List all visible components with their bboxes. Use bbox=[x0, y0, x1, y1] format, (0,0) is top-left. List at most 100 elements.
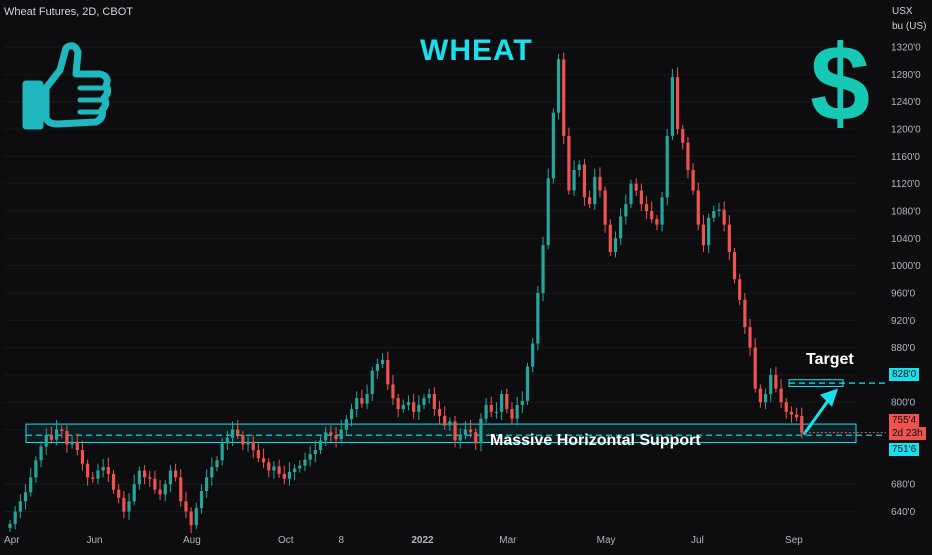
candle-body bbox=[158, 489, 162, 495]
candle-body bbox=[582, 164, 587, 198]
candle-body bbox=[644, 204, 649, 211]
y-tick-label: 960'0 bbox=[891, 288, 916, 299]
candle-body bbox=[670, 77, 674, 136]
candle-body bbox=[60, 429, 64, 431]
candle-body bbox=[18, 501, 22, 512]
candle-body bbox=[696, 190, 700, 225]
candle-body bbox=[230, 429, 235, 438]
candle-body bbox=[541, 245, 545, 293]
candle-body bbox=[629, 183, 633, 205]
thumbs-up-icon bbox=[22, 40, 112, 132]
candle-body bbox=[163, 484, 167, 495]
support-label: Massive Horizontal Support bbox=[490, 432, 701, 449]
candle-body bbox=[510, 409, 514, 419]
x-tick-label: 8 bbox=[339, 535, 345, 546]
candle-body bbox=[608, 224, 612, 252]
candle-body bbox=[251, 441, 255, 451]
candle-body bbox=[453, 421, 457, 441]
candle-body bbox=[774, 374, 778, 389]
y-tick-label: 680'0 bbox=[891, 480, 916, 491]
x-tick-label: Jul bbox=[691, 535, 704, 546]
candle-body bbox=[106, 467, 110, 474]
candle-body bbox=[468, 429, 473, 433]
candle-body bbox=[277, 466, 281, 474]
candle-body bbox=[536, 292, 540, 344]
candle-body bbox=[282, 473, 286, 479]
candle-body bbox=[500, 394, 504, 412]
candle-body bbox=[717, 209, 721, 211]
candle-body bbox=[551, 112, 555, 179]
candle-body bbox=[556, 59, 561, 113]
candle-body bbox=[75, 441, 79, 451]
candle-body bbox=[567, 135, 571, 191]
candle-body bbox=[355, 398, 359, 410]
symbol-label: Wheat Futures, 2D, CBOT bbox=[4, 6, 133, 18]
candle-body bbox=[344, 419, 348, 430]
candle-body bbox=[8, 523, 12, 528]
candle-body bbox=[546, 178, 550, 246]
candles bbox=[8, 52, 804, 534]
candle-body bbox=[313, 450, 317, 455]
candle-body bbox=[727, 224, 731, 252]
candle-body bbox=[701, 224, 706, 246]
candle-body bbox=[763, 394, 768, 403]
x-tick-label: Aug bbox=[183, 535, 201, 546]
candle-body bbox=[13, 511, 17, 524]
candle-body bbox=[349, 409, 354, 420]
candle-body bbox=[261, 458, 266, 463]
candle-body bbox=[298, 465, 302, 469]
candle-body bbox=[800, 415, 804, 433]
candle-body bbox=[65, 430, 69, 445]
candle-body bbox=[267, 462, 271, 471]
candle-body bbox=[370, 370, 374, 395]
target-label: Target bbox=[806, 351, 854, 368]
candle-body bbox=[686, 142, 690, 171]
candle-body bbox=[722, 209, 726, 225]
y-tick-label: 1240'0 bbox=[891, 97, 921, 108]
candle-body bbox=[287, 471, 292, 479]
candle-body bbox=[210, 467, 214, 478]
candle-body bbox=[494, 411, 499, 413]
candle-body bbox=[396, 398, 400, 410]
candle-body bbox=[303, 459, 307, 466]
candle-body bbox=[593, 176, 597, 205]
candle-body bbox=[691, 170, 695, 191]
candle-body bbox=[655, 219, 659, 225]
candle-body bbox=[520, 400, 524, 405]
y-tick-label: 1200'0 bbox=[891, 125, 921, 136]
candle-body bbox=[256, 450, 260, 459]
candle-body bbox=[44, 435, 48, 447]
candle-body bbox=[613, 238, 618, 252]
candle-body bbox=[174, 470, 178, 478]
x-tick-label: May bbox=[597, 535, 616, 546]
candle-body bbox=[80, 450, 85, 464]
candle-body bbox=[168, 470, 173, 485]
candle-body bbox=[272, 466, 276, 471]
candle-body bbox=[458, 435, 462, 441]
candle-body bbox=[712, 210, 716, 218]
candle-body bbox=[137, 470, 141, 485]
candle-body bbox=[779, 388, 783, 403]
countdown-tag: 2d 23h bbox=[889, 427, 926, 440]
x-tick-label: Apr bbox=[4, 535, 20, 546]
candle-body bbox=[54, 429, 59, 440]
support-price-tag: 751'6 bbox=[889, 443, 920, 456]
candle-body bbox=[484, 404, 488, 419]
candle-body bbox=[437, 409, 442, 416]
candle-body bbox=[412, 402, 416, 412]
candle-body bbox=[246, 441, 250, 445]
candle-body bbox=[29, 477, 33, 493]
candle-body bbox=[184, 501, 188, 512]
candle-body bbox=[619, 216, 623, 239]
candle-body bbox=[381, 359, 385, 364]
target-arrowhead bbox=[820, 388, 838, 407]
candle-body bbox=[360, 398, 364, 404]
candle-body bbox=[505, 394, 509, 410]
candle-body bbox=[598, 176, 602, 191]
candle-body bbox=[748, 327, 752, 348]
x-tick-label: Jun bbox=[86, 535, 102, 546]
y-tick-label: 1320'0 bbox=[891, 43, 921, 54]
candle-body bbox=[603, 190, 607, 225]
